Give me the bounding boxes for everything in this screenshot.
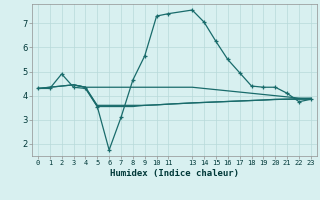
X-axis label: Humidex (Indice chaleur): Humidex (Indice chaleur): [110, 169, 239, 178]
